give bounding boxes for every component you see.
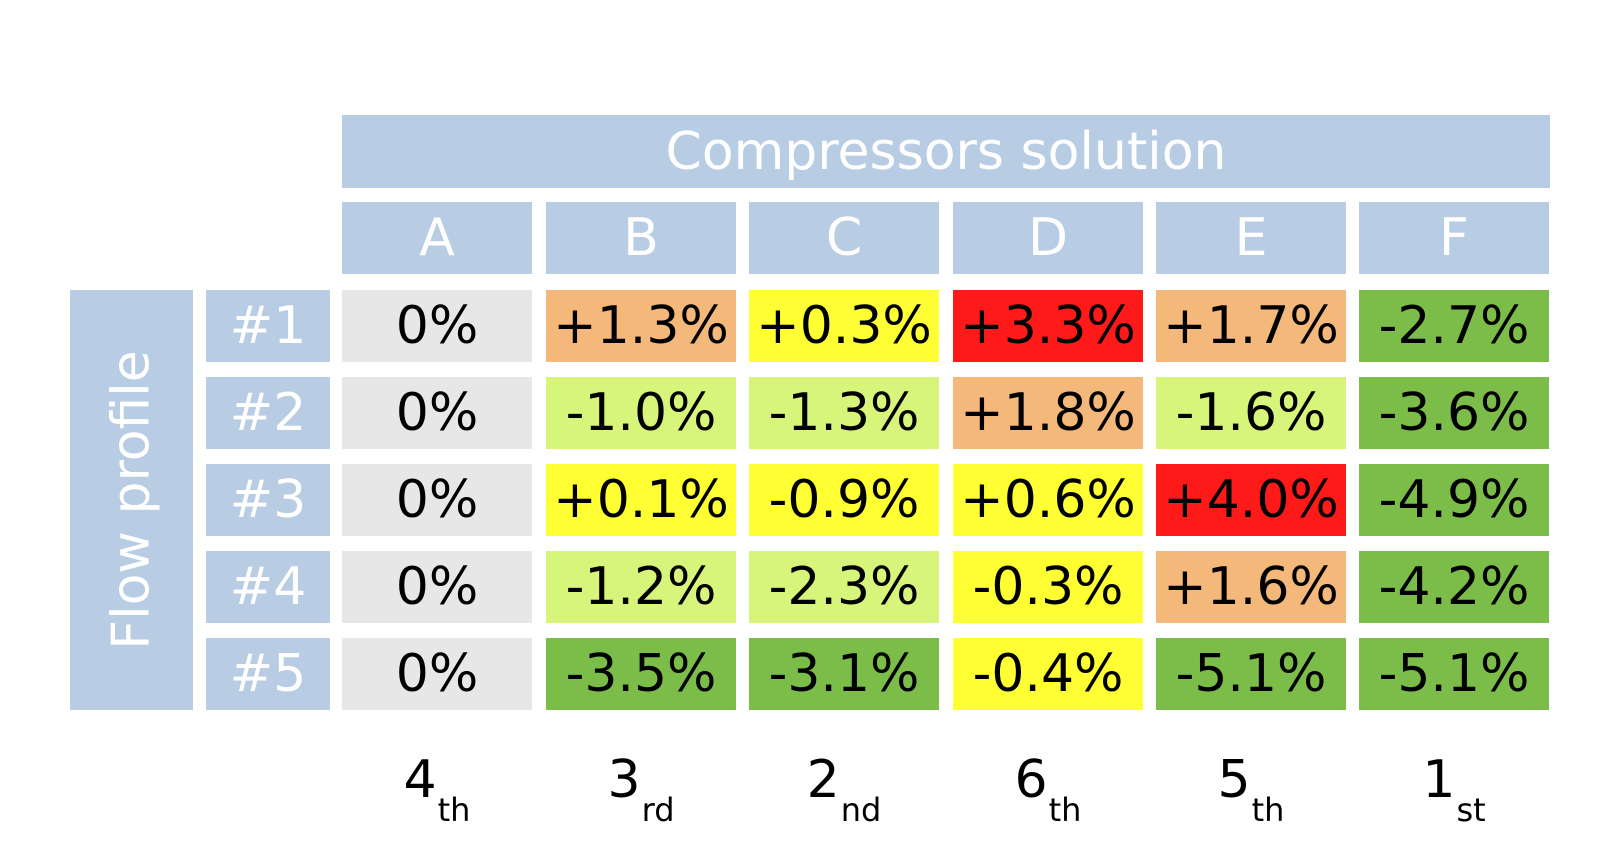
cell-r5-e: -5.1% — [1156, 638, 1346, 710]
cell-r3-a: 0% — [342, 464, 532, 536]
cell-r4-f: -4.2% — [1359, 551, 1549, 623]
rank-number: 2 — [806, 750, 840, 810]
cell-r2-c: -1.3% — [749, 377, 939, 449]
cell-r5-f: -5.1% — [1359, 638, 1549, 710]
cell-r4-e: +1.6% — [1156, 551, 1346, 623]
cell-r2-e: -1.6% — [1156, 377, 1346, 449]
column-header-e: E — [1156, 202, 1346, 274]
rank-number: 5 — [1217, 750, 1251, 810]
cell-r3-b: +0.1% — [546, 464, 736, 536]
cell-r1-a: 0% — [342, 290, 532, 362]
cell-r2-f: -3.6% — [1359, 377, 1549, 449]
cell-r4-a: 0% — [342, 551, 532, 623]
cell-r1-d: +3.3% — [953, 290, 1143, 362]
column-header-c: C — [749, 202, 939, 274]
cell-r3-d: +0.6% — [953, 464, 1143, 536]
cell-r5-d: -0.4% — [953, 638, 1143, 710]
cell-r2-a: 0% — [342, 377, 532, 449]
cell-r1-c: +0.3% — [749, 290, 939, 362]
cell-r3-c: -0.9% — [749, 464, 939, 536]
cell-r2-d: +1.8% — [953, 377, 1143, 449]
column-header-b: B — [546, 202, 736, 274]
cell-r1-b: +1.3% — [546, 290, 736, 362]
rank-number: 1 — [1422, 750, 1456, 810]
row-axis-title-text: Flow profile — [101, 350, 162, 650]
cell-r4-d: -0.3% — [953, 551, 1143, 623]
row-header-3: #3 — [206, 464, 330, 536]
row-header-1: #1 — [206, 290, 330, 362]
rank-number: 4 — [403, 750, 437, 810]
cell-r4-c: -2.3% — [749, 551, 939, 623]
cell-r2-b: -1.0% — [546, 377, 736, 449]
cell-r5-a: 0% — [342, 638, 532, 710]
column-header-d: D — [953, 202, 1143, 274]
row-axis-title: Flow profile — [70, 290, 193, 710]
row-header-5: #5 — [206, 638, 330, 710]
row-header-2: #2 — [206, 377, 330, 449]
cell-r5-c: -3.1% — [749, 638, 939, 710]
rank-number: 3 — [607, 750, 641, 810]
cell-r5-b: -3.5% — [546, 638, 736, 710]
cell-r1-e: +1.7% — [1156, 290, 1346, 362]
row-header-4: #4 — [206, 551, 330, 623]
rank-number: 6 — [1014, 750, 1048, 810]
column-header-f: F — [1359, 202, 1549, 274]
cell-r1-f: -2.7% — [1359, 290, 1549, 362]
column-header-a: A — [342, 202, 532, 274]
cell-r4-b: -1.2% — [546, 551, 736, 623]
cell-r3-f: -4.9% — [1359, 464, 1549, 536]
cell-r3-e: +4.0% — [1156, 464, 1346, 536]
table-title: Compressors solution — [342, 115, 1550, 188]
